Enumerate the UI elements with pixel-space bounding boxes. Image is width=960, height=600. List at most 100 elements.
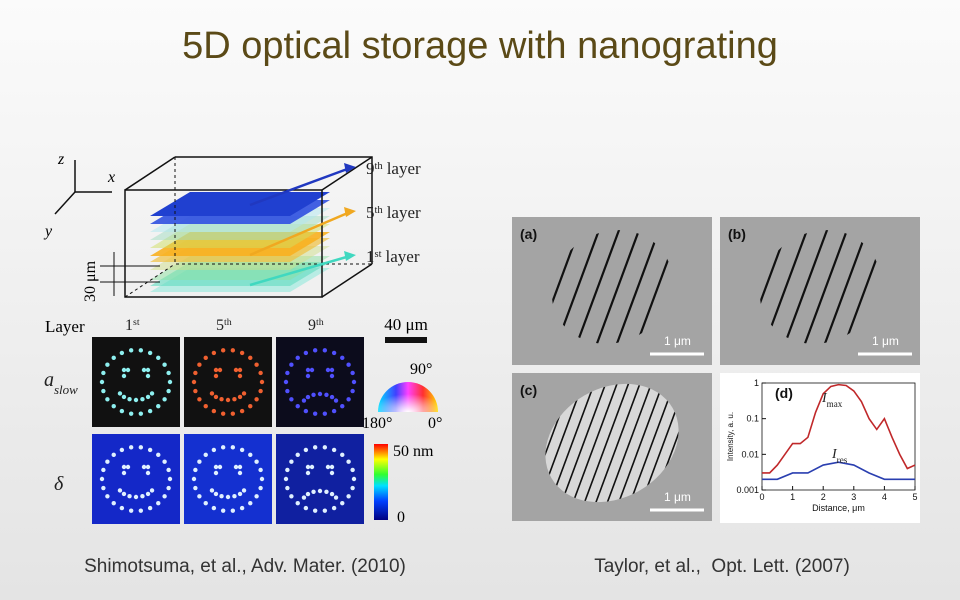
pixel-dot [145,464,151,470]
pixel-dot [197,397,202,402]
pixel-dot [322,348,328,353]
pixel-dot [340,355,345,361]
pixel-dot [145,394,151,400]
pixel-dot [213,373,219,379]
pixel-dot [101,467,106,473]
pixel-dot [141,464,147,470]
pixel-dot [254,397,259,402]
pixel-dot [329,470,335,476]
box-edge [321,156,373,191]
sem-image [512,217,712,365]
left-caption: Shimotsuma, et al., Adv. Mater. (2010) [84,556,406,577]
arrow-head [344,163,356,173]
stripe [610,221,664,358]
pixel-dot [220,508,226,513]
stripe [590,221,644,358]
pixel-dot [331,408,337,414]
pixel-dot [289,397,294,402]
axis-arrow [54,191,76,215]
pixel-dot [121,373,127,379]
text-part: a [44,369,54,391]
pixel-dot [329,373,335,379]
pixel-dot [303,447,309,453]
pixel-dot [230,508,236,513]
stripe [570,221,624,358]
x-tick-label: 1 [790,492,795,502]
text-part: 9 [366,159,375,178]
pixel-dot [125,464,131,470]
box-edge [124,156,176,191]
pixel-dot [237,373,243,379]
pixel-dot [140,494,145,499]
pixel-dot [101,485,106,491]
pixel-dot [213,367,219,373]
stripe [778,221,832,358]
pixel-dot [105,397,110,402]
pixel-dot [127,397,132,402]
layer-label: 5th layer [366,203,421,222]
pixel-dot [340,403,345,409]
pixel-dot [289,494,294,499]
right-caption: Taylor, et al., Opt. Lett. (2007) [594,556,850,577]
depth-label: 30 μm [82,260,99,302]
pixel-dot [258,485,263,491]
pixel-dot [312,445,318,450]
pixel-dot [311,392,316,397]
text-part: 1 [366,247,375,266]
pixel-dot [248,355,253,361]
sem-region [545,383,679,503]
pixel-dot [317,391,323,397]
pixel-dot [167,379,173,385]
pixel-dot [311,489,316,494]
pixel-dot [312,348,318,353]
pixel-dot [346,494,351,499]
pixel-dot [333,398,339,403]
pixel-dot [203,355,208,361]
pixel-dot [99,476,105,482]
data-line [762,383,916,474]
pixel-dot [166,467,171,473]
pixel-dot [147,505,153,511]
pixel-dot [166,370,171,376]
image-tile [92,434,180,524]
layer-arrow [249,166,351,207]
pixel-dot [211,350,217,356]
colorbar-label: 0 [397,509,405,526]
pixel-dot [285,370,290,376]
pixel-dot [149,488,155,493]
sem-image [720,217,920,365]
pixel-dot [303,350,309,356]
y-tick-label: 1 [754,378,759,388]
pixel-dot [239,447,245,453]
x-tick-label: 0 [759,492,764,502]
pixel-dot [305,491,311,497]
pixel-dot [309,464,315,470]
pixel-dot [301,495,307,500]
pixel-dot [254,459,259,464]
stripe [614,377,666,514]
pixel-dot [312,508,318,513]
angle-label: 0° [428,415,442,432]
pixel-dot [305,470,311,476]
pixel-dot [351,379,357,385]
pixel-dot [346,459,351,464]
pixel-dot [133,494,139,500]
series-label: Imax [821,391,843,409]
pixel-dot [117,488,123,493]
pixel-dot [156,403,161,409]
pixel-dot [138,508,144,513]
stripe [602,377,655,514]
x-tick-label: 3 [851,492,856,502]
pixel-dot [213,464,219,470]
pixel-dot [217,464,223,470]
pixel-dot [128,445,134,450]
image-tile [184,434,272,524]
pixel-dot [213,394,219,400]
text-part: res [837,455,848,465]
pixel-dot [259,379,265,385]
pixel-dot [350,370,355,376]
pixel-dot [141,367,147,373]
pixel-dot [239,505,245,511]
pixel-dot [322,411,328,416]
